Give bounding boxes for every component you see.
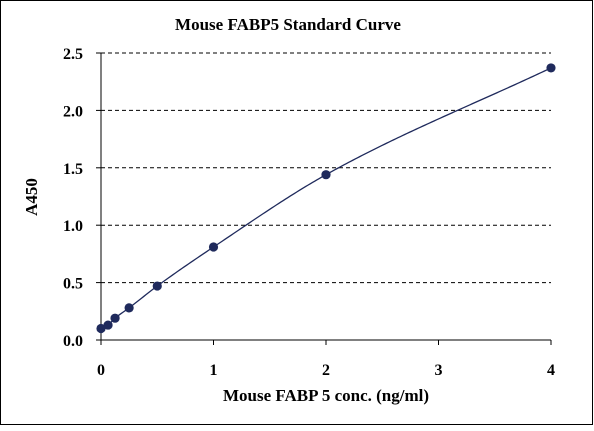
data-points: [96, 63, 556, 334]
x-tick-label: 4: [547, 362, 555, 379]
data-point: [208, 242, 219, 252]
y-tick-label: 1.5: [63, 161, 83, 178]
x-tick-label: 3: [435, 362, 443, 379]
grid-lines: [101, 52, 551, 284]
axes: [96, 52, 552, 345]
y-tick-label: 1.0: [63, 218, 83, 235]
data-point: [546, 63, 556, 73]
y-axis-label: A450: [22, 178, 41, 216]
data-point: [321, 170, 331, 180]
x-tick-label: 2: [322, 362, 330, 379]
data-point: [110, 313, 120, 323]
data-point: [103, 320, 113, 330]
x-tick-label: 0: [97, 362, 105, 379]
data-point: [96, 323, 106, 334]
y-tick-labels: 0.0 0.5 1.0 1.5 2.0 2.5: [63, 46, 83, 350]
x-tick-label: 1: [210, 362, 218, 379]
y-tick-label: 2.5: [63, 46, 83, 63]
x-tick-labels: 0 1 2 3 4: [97, 362, 555, 379]
y-tick-label: 2.0: [63, 103, 83, 120]
data-point: [152, 281, 162, 291]
y-tick-label: 0.0: [63, 333, 83, 350]
x-axis-label: Mouse FABP 5 conc. (ng/ml): [223, 386, 429, 405]
chart-title: Mouse FABP5 Standard Curve: [175, 15, 401, 34]
y-tick-label: 0.5: [63, 276, 83, 293]
data-point: [124, 303, 134, 313]
